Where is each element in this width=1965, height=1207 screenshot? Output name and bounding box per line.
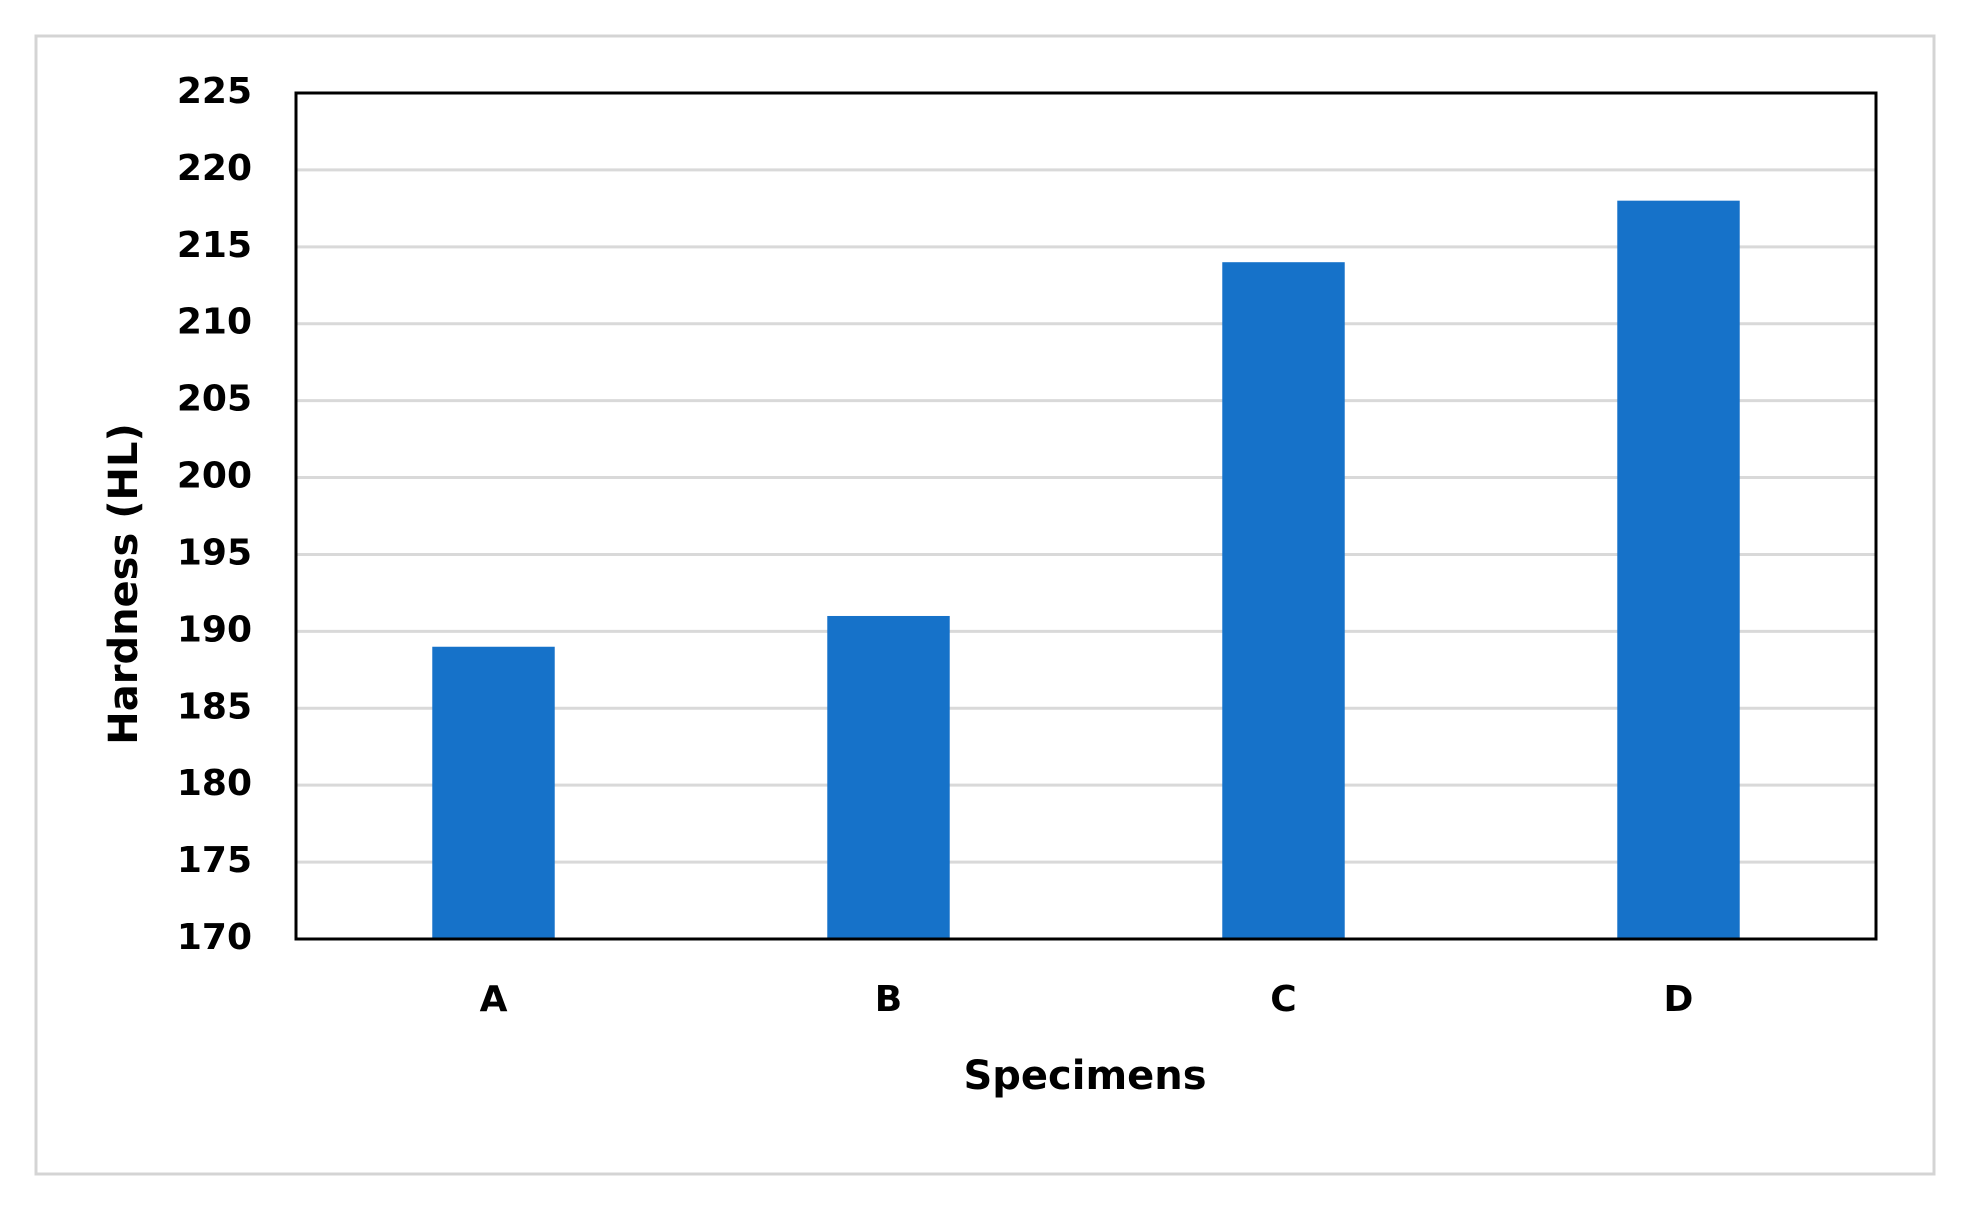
plot-border: [294, 91, 1878, 941]
y-tick-label: 220: [177, 148, 252, 189]
x-tick-label: B: [875, 979, 902, 1020]
bar: [432, 646, 555, 939]
y-tick-label: 210: [177, 302, 252, 343]
y-tick-label: 215: [177, 225, 252, 266]
y-tick-label: 200: [177, 456, 252, 497]
y-tick-label: 185: [177, 686, 252, 727]
bar: [1617, 200, 1740, 939]
y-tick-label: 195: [177, 532, 252, 573]
y-tick-label: 225: [177, 71, 252, 112]
y-axis-title: Hardness (HL): [101, 423, 147, 745]
y-tick-label: 190: [177, 609, 252, 650]
bar: [1222, 262, 1345, 939]
bar: [827, 615, 950, 939]
y-tick-label: 180: [177, 763, 252, 804]
x-tick-label: D: [1664, 979, 1694, 1020]
y-tick-label: 175: [177, 840, 252, 881]
bars: [432, 200, 1740, 939]
y-tick-label: 170: [177, 917, 252, 958]
x-tick-label: A: [480, 979, 508, 1020]
x-tick-label: C: [1270, 979, 1296, 1020]
y-tick-label: 205: [177, 379, 252, 420]
x-axis-title: Specimens: [963, 1053, 1206, 1099]
